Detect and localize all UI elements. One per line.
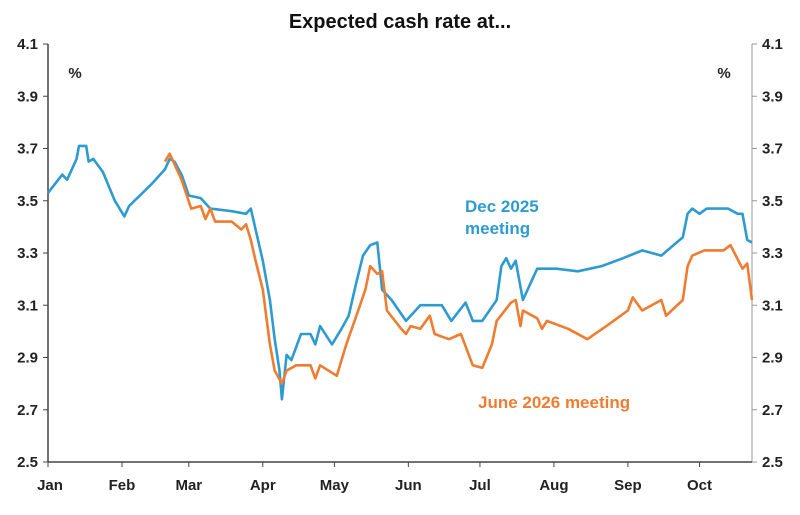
x-tick-label: Jun — [395, 477, 422, 494]
y-tick-label-left: 2.5 — [17, 454, 38, 471]
y-tick-label-right: 3.9 — [762, 88, 783, 105]
y-tick-label-right: 2.5 — [762, 454, 783, 471]
chart-title: Expected cash rate at... — [289, 11, 511, 33]
series-label-line: meeting — [465, 219, 530, 238]
series-label-line: Dec 2025 — [465, 197, 539, 216]
x-tick-label: Jan — [37, 477, 63, 494]
y-tick-label-right: 3.1 — [762, 297, 783, 314]
y-tick-label-left: 2.7 — [17, 402, 38, 419]
y-unit-left: % — [68, 65, 81, 82]
series-label-line: June 2026 meeting — [478, 393, 630, 412]
x-tick-label: Aug — [539, 477, 568, 494]
y-tick-label-right: 3.5 — [762, 193, 783, 210]
x-tick-label: Feb — [109, 477, 136, 494]
x-tick-label: Mar — [175, 477, 202, 494]
series-line-1 — [163, 152, 754, 385]
y-tick-label-left: 3.7 — [17, 141, 38, 158]
y-tick-label-left: 3.5 — [17, 193, 38, 210]
y-tick-label-left: 3.3 — [17, 245, 38, 262]
y-unit-right: % — [717, 65, 730, 82]
y-tick-label-left: 4.1 — [17, 36, 38, 53]
y-tick-label-right: 3.7 — [762, 141, 783, 158]
x-tick-label: Oct — [687, 477, 712, 494]
x-tick-label: Sep — [614, 477, 642, 494]
series-label-june-2026: June 2026 meeting — [478, 393, 630, 412]
y-tick-label-left: 3.1 — [17, 297, 38, 314]
y-tick-label-left: 2.9 — [17, 350, 38, 367]
y-tick-label-right: 4.1 — [762, 36, 783, 53]
series-label-dec-2025: Dec 2025 meeting — [465, 197, 539, 238]
y-tick-label-right: 3.3 — [762, 245, 783, 262]
series-line-0 — [46, 144, 753, 401]
x-tick-label: Jul — [469, 477, 491, 494]
y-tick-label-right: 2.9 — [762, 350, 783, 367]
y-tick-label-left: 3.9 — [17, 88, 38, 105]
x-tick-label: Apr — [250, 477, 276, 494]
x-tick-label: May — [320, 477, 350, 494]
y-tick-label-right: 2.7 — [762, 402, 783, 419]
